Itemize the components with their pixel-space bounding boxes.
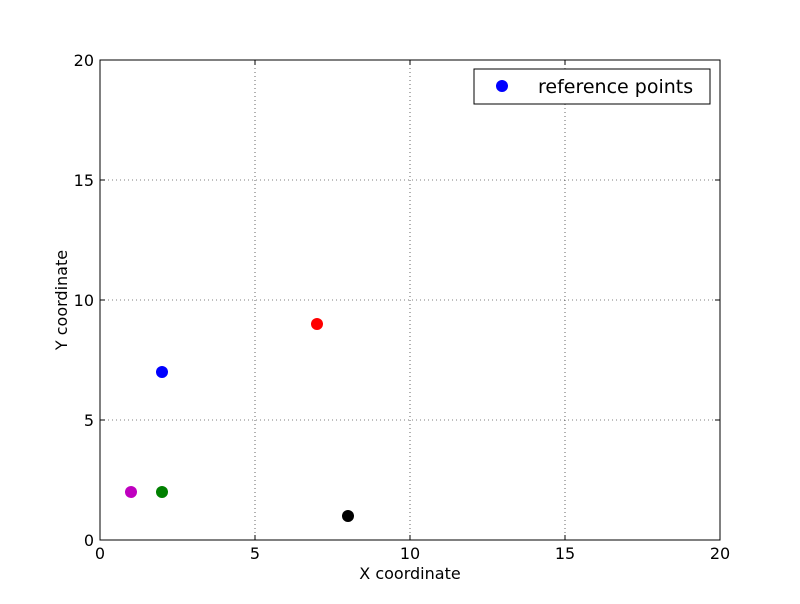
y-tick-label: 0: [84, 531, 94, 550]
legend-marker: [496, 80, 508, 92]
x-tick-label: 10: [400, 544, 420, 563]
data-point: [156, 486, 168, 498]
y-tick-label: 10: [74, 291, 94, 310]
legend-label: reference points: [538, 76, 693, 98]
x-tick-label: 5: [250, 544, 260, 563]
x-tick-label: 15: [555, 544, 575, 563]
legend-box: [473, 68, 711, 105]
y-axis-label: Y coordinate: [52, 250, 71, 351]
grid: [100, 60, 720, 540]
x-axis-label: X coordinate: [359, 564, 460, 583]
y-tick-label: 15: [74, 171, 94, 190]
axis-tick-labels: 0 5 10 15 20 0 5 10 15 20: [74, 51, 731, 563]
x-tick-label: 0: [95, 544, 105, 563]
plot-frame: [99, 59, 721, 541]
x-tick-label: 20: [710, 544, 730, 563]
data-points: [125, 318, 354, 522]
legend: reference points: [473, 68, 711, 105]
data-point: [311, 318, 323, 330]
data-point: [342, 510, 354, 522]
y-tick-label: 20: [74, 51, 94, 70]
y-tick-label: 5: [84, 411, 94, 430]
data-point: [125, 486, 137, 498]
data-point: [156, 366, 168, 378]
